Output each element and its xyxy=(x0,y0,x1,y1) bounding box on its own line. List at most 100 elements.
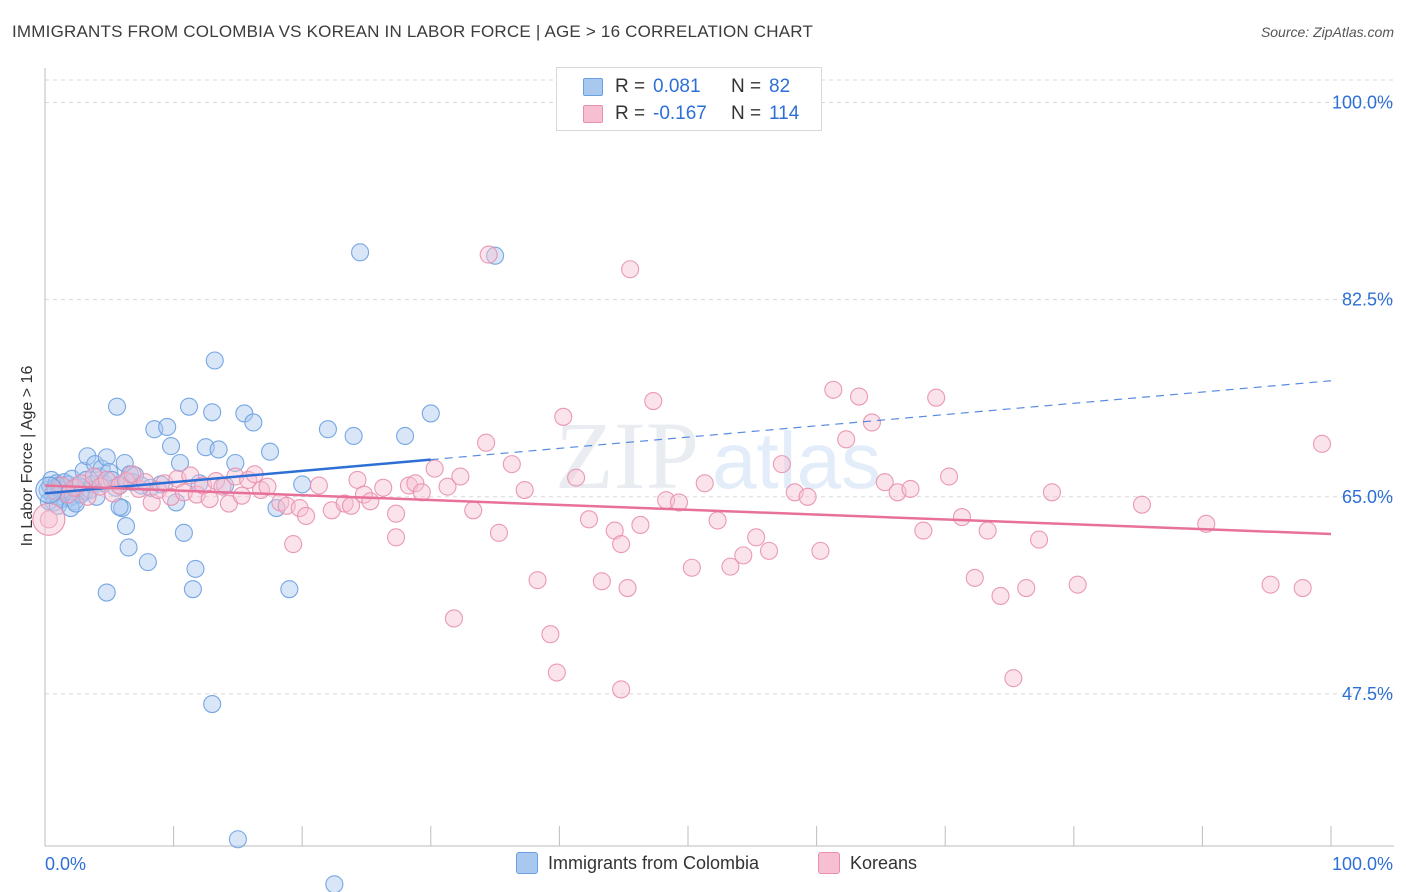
koreans-point xyxy=(901,479,920,498)
y-tick-label: 100.0% xyxy=(1332,93,1393,113)
koreans-point xyxy=(425,459,444,478)
legend-item-koreans[interactable]: Koreans xyxy=(818,852,917,876)
tick-labels: 100.0% 82.5% 65.0% 47.5% 0.0% 100.0% xyxy=(45,93,1393,874)
stats-swatch-koreans xyxy=(583,105,603,123)
koreans-point xyxy=(284,535,303,554)
koreans-point xyxy=(438,477,457,496)
koreans-point xyxy=(297,506,316,525)
koreans-point xyxy=(978,521,997,540)
koreans-point xyxy=(464,501,483,520)
koreans-point xyxy=(477,433,496,452)
koreans-point xyxy=(824,380,843,399)
koreans-point xyxy=(695,474,714,493)
koreans-point xyxy=(708,511,727,530)
colombia-point xyxy=(351,243,370,262)
koreans-point xyxy=(579,510,599,529)
stats-n-label: N = xyxy=(731,76,762,97)
colombia-point xyxy=(260,442,280,461)
koreans-point xyxy=(621,260,640,279)
colombia-point xyxy=(186,559,205,578)
legend-label-colombia: Immigrants from Colombia xyxy=(548,852,760,873)
colombia-point xyxy=(97,583,116,602)
stats-r-label: R = xyxy=(615,76,646,97)
koreans-point xyxy=(528,571,547,590)
colombia-point xyxy=(116,517,136,536)
koreans-point xyxy=(361,492,380,511)
koreans-point xyxy=(592,572,611,591)
source-label: Source: ZipAtlas.com xyxy=(1260,24,1394,40)
koreans-point xyxy=(541,625,560,644)
koreans-point xyxy=(734,546,753,565)
koreans-point xyxy=(811,541,830,560)
trend-lines xyxy=(44,380,1332,536)
colombia-point xyxy=(161,437,181,456)
stats-n-label: N = xyxy=(731,103,762,124)
watermark-zip: ZIP xyxy=(555,402,699,509)
koreans-point xyxy=(567,468,586,487)
koreans-point xyxy=(1017,578,1036,598)
koreans-point xyxy=(747,528,766,547)
stats-n-value: 114 xyxy=(769,103,800,124)
colombia-point xyxy=(97,448,116,467)
legend-item-colombia[interactable]: Immigrants from Colombia xyxy=(516,852,759,876)
watermark-atlas: atlas xyxy=(712,416,881,505)
colombia-point xyxy=(244,413,263,432)
koreans-point xyxy=(374,478,393,497)
colombia-point-large xyxy=(35,476,63,504)
colombia-point xyxy=(421,404,440,423)
data-points xyxy=(32,243,1332,892)
koreans-point xyxy=(631,515,650,535)
koreans-point xyxy=(406,474,425,493)
colombia-point xyxy=(167,493,186,512)
y-tick-label: 82.5% xyxy=(1342,290,1393,310)
x-tick-label: 100.0% xyxy=(1332,854,1393,874)
stats-r-value: 0.081 xyxy=(653,76,701,97)
colombia-point xyxy=(203,695,222,714)
koreans-point xyxy=(612,680,631,699)
colombia-point xyxy=(174,523,193,542)
koreans-point xyxy=(387,528,406,547)
koreans-point xyxy=(489,523,509,542)
koreans-point xyxy=(618,578,637,598)
colombia-point xyxy=(396,426,415,446)
koreans-point xyxy=(1261,575,1280,594)
colombia-point xyxy=(119,538,138,557)
koreans-point xyxy=(554,407,573,426)
colombia-point xyxy=(107,397,127,416)
stats-box: R = 0.081 N = 82 R = -0.167 N = 114 xyxy=(556,67,822,131)
koreans-point xyxy=(669,493,689,512)
koreans-point xyxy=(515,480,534,500)
legend-label-koreans: Koreans xyxy=(850,852,918,873)
koreans-point xyxy=(952,508,971,527)
legend-swatch-koreans xyxy=(818,852,840,875)
koreans-point xyxy=(444,609,463,628)
koreans-point-large xyxy=(32,502,66,536)
koreans-point xyxy=(862,413,881,432)
koreans-point xyxy=(927,388,946,407)
colombia-point xyxy=(138,553,157,572)
stats-n-value: 82 xyxy=(769,76,791,97)
colombia-point xyxy=(486,246,505,265)
koreans-point xyxy=(1312,434,1332,453)
colombia-point xyxy=(205,351,224,370)
koreans-point xyxy=(451,467,470,486)
colombia-point xyxy=(318,420,337,439)
koreans-point xyxy=(412,483,431,502)
colombia-point xyxy=(228,830,247,849)
koreans-point xyxy=(991,586,1010,605)
grid-lines xyxy=(45,79,1394,695)
stats-r-label: R = xyxy=(615,103,646,124)
koreans-point xyxy=(502,455,521,474)
koreans-point xyxy=(1004,669,1023,688)
koreans-point xyxy=(612,535,631,554)
colombia-point xyxy=(78,447,97,466)
colombia-trend-extension xyxy=(430,380,1332,461)
koreans-point xyxy=(798,487,817,506)
koreans-point xyxy=(232,486,251,505)
koreans-point xyxy=(1042,483,1061,502)
stats-r-value: -0.167 xyxy=(653,103,707,124)
colombia-point xyxy=(209,440,228,459)
koreans-point xyxy=(479,245,498,264)
koreans-point xyxy=(772,455,791,474)
koreans-point xyxy=(875,473,894,492)
